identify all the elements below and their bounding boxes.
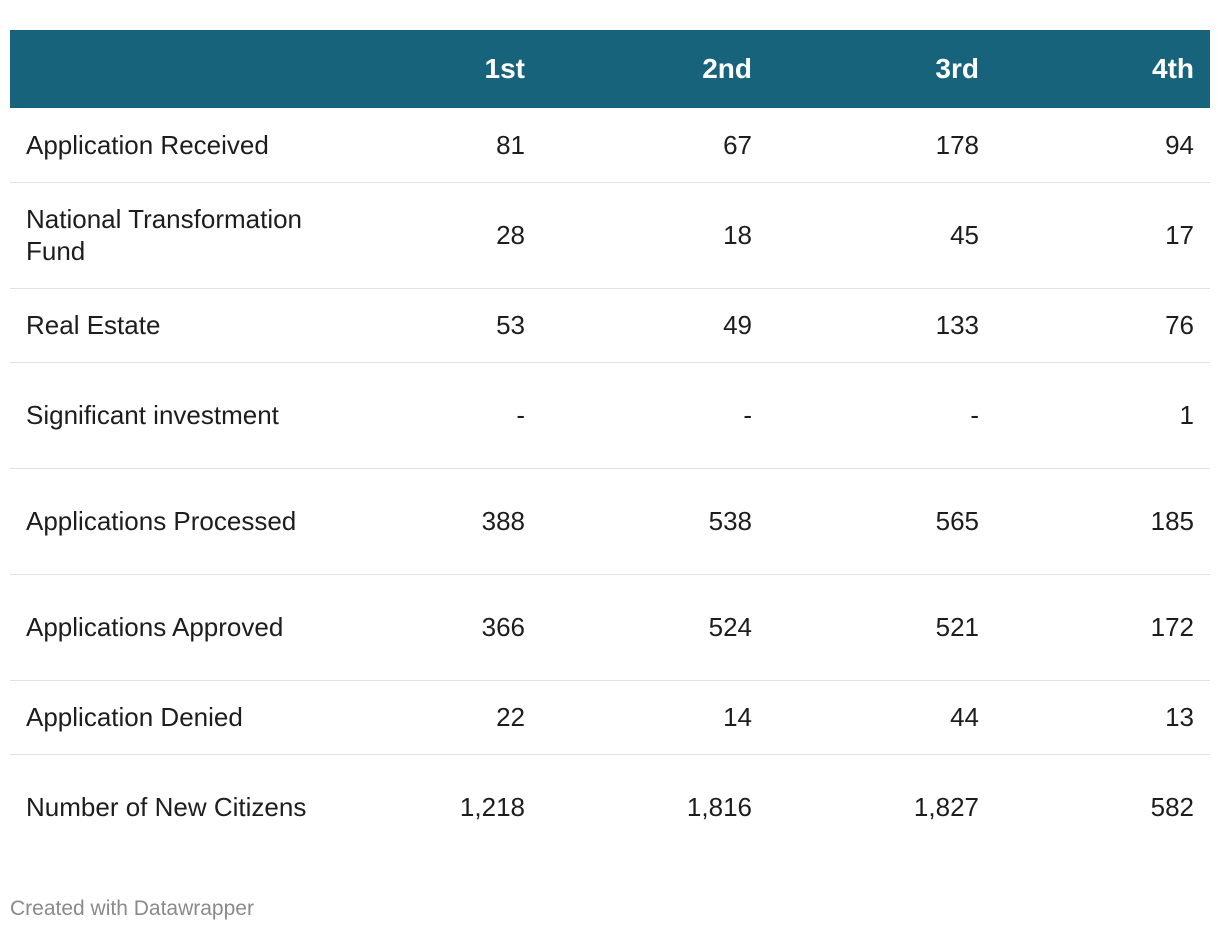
table-cell: 17 xyxy=(995,182,1210,289)
table-cell: 67 xyxy=(541,108,768,183)
table-cell: 14 xyxy=(541,680,768,755)
table-cell: 1,218 xyxy=(459,792,525,823)
row-label: Applications Approved xyxy=(10,574,320,681)
column-header-label xyxy=(10,30,320,108)
table-cell: 22 xyxy=(320,680,541,755)
table-row: Applications Approved 366 524 521 172 xyxy=(10,574,1210,681)
table-cell: 94 xyxy=(995,108,1210,183)
table-cell: 49 xyxy=(541,288,768,363)
table-row: Applications Processed 388 538 565 185 xyxy=(10,468,1210,575)
row-label: Applications Processed xyxy=(10,468,320,575)
row-label: Number of New Citizens xyxy=(26,792,307,823)
datawrapper-credit[interactable]: Created with Datawrapper xyxy=(10,897,254,920)
row-label: Real Estate xyxy=(10,288,320,363)
table-cell: 13 xyxy=(995,680,1210,755)
column-header-1st: 1st xyxy=(484,53,525,84)
table-cell: 53 xyxy=(320,288,541,363)
table-cell: 565 xyxy=(768,468,995,575)
table-cell: 582 xyxy=(1150,792,1194,823)
table-cell: 538 xyxy=(541,468,768,575)
table-header-row: 1st 2nd 3rd 4th xyxy=(10,30,1210,108)
table-cell: 366 xyxy=(320,574,541,681)
table-row: Application Denied 22 14 44 13 xyxy=(10,680,1210,755)
table-row: Real Estate 53 49 133 76 xyxy=(10,288,1210,363)
table-cell: 1 xyxy=(995,362,1210,469)
table-cell: - xyxy=(320,362,541,469)
table-row: National Transformation Fund 28 18 45 17 xyxy=(10,182,1210,289)
table-cell: 44 xyxy=(768,680,995,755)
data-table-container: 1st 2nd 3rd 4th Application Received 81 … xyxy=(10,30,1210,860)
table-cell: 521 xyxy=(768,574,995,681)
table-cell: 388 xyxy=(320,468,541,575)
row-label: Application Received xyxy=(10,108,320,183)
table-cell: 1,816 xyxy=(686,792,752,823)
row-label: Application Denied xyxy=(10,680,320,755)
table-cell: - xyxy=(768,362,995,469)
column-header-4th: 4th xyxy=(1152,53,1194,84)
column-header-3rd: 3rd xyxy=(935,53,979,84)
table-cell: 18 xyxy=(541,182,768,289)
row-label: National Transformation Fund xyxy=(10,182,320,289)
table-row: Application Received 81 67 178 94 xyxy=(10,108,1210,183)
table-cell: 185 xyxy=(995,468,1210,575)
table-cell: 81 xyxy=(320,108,541,183)
data-table: 1st 2nd 3rd 4th Application Received 81 … xyxy=(10,30,1210,860)
table-cell: - xyxy=(541,362,768,469)
row-label: Significant investment xyxy=(10,362,320,469)
table-cell: 178 xyxy=(768,108,995,183)
table-cell: 172 xyxy=(995,574,1210,681)
table-row: Number of New Citizens 1,218 1,816 1,827… xyxy=(10,754,1210,860)
column-header-2nd: 2nd xyxy=(702,53,752,84)
table-cell: 76 xyxy=(995,288,1210,363)
table-cell: 133 xyxy=(768,288,995,363)
table-row: Significant investment - - - 1 xyxy=(10,362,1210,469)
table-cell: 45 xyxy=(768,182,995,289)
table-cell: 28 xyxy=(320,182,541,289)
table-cell: 524 xyxy=(541,574,768,681)
table-cell: 1,827 xyxy=(913,792,979,823)
